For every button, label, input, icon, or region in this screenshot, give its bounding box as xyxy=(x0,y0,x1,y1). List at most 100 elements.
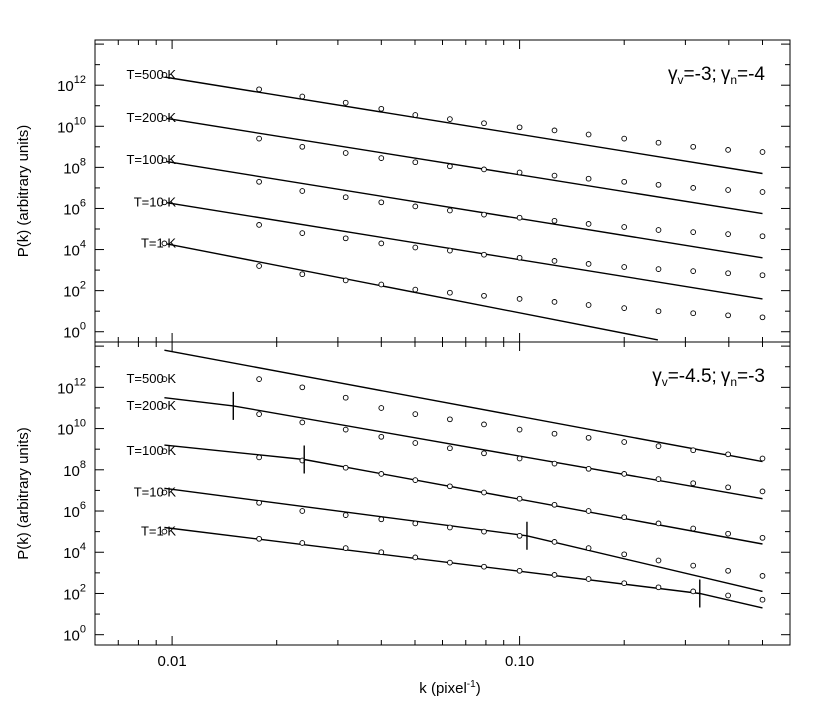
data-point xyxy=(585,508,592,514)
data-point xyxy=(299,540,306,546)
data-point xyxy=(759,488,766,495)
series-label: T=100 K xyxy=(126,443,176,458)
data-point xyxy=(690,185,697,191)
data-point xyxy=(481,563,487,570)
fit-line xyxy=(164,201,763,300)
series-label: T=500 K xyxy=(126,371,176,386)
data-point xyxy=(256,535,262,542)
data-point xyxy=(447,116,453,122)
data-point xyxy=(551,501,558,508)
data-point xyxy=(585,175,592,182)
data-point xyxy=(655,557,662,564)
data-point xyxy=(551,172,558,179)
data-point xyxy=(481,211,487,218)
data-point xyxy=(447,247,453,254)
data-point xyxy=(725,484,731,491)
data-point xyxy=(621,135,628,142)
data-point xyxy=(342,235,349,242)
data-point xyxy=(585,434,592,441)
data-point xyxy=(412,244,419,251)
data-point xyxy=(481,120,487,127)
data-point xyxy=(655,139,662,146)
data-point xyxy=(161,489,168,496)
series-t-10-k xyxy=(161,199,766,300)
series-t-1-k xyxy=(161,240,766,341)
series-label: T=200 K xyxy=(126,398,176,413)
data-point xyxy=(585,131,592,138)
data-point xyxy=(551,539,558,545)
data-point xyxy=(481,489,487,496)
data-point xyxy=(655,476,662,482)
data-point xyxy=(378,155,385,161)
x-tick-label: 0.10 xyxy=(505,653,534,670)
data-point xyxy=(725,231,731,237)
data-point xyxy=(690,525,697,532)
y-tick-label: 108 xyxy=(63,459,86,480)
data-point xyxy=(516,532,523,539)
data-point xyxy=(256,411,262,417)
plot-frame-top xyxy=(94,39,791,343)
data-point xyxy=(447,524,453,531)
data-point xyxy=(516,567,523,574)
data-point xyxy=(299,143,306,150)
panel-top: 100 102 104 106 108 1010 1012 P(k) (arbitrary u… xyxy=(15,39,791,343)
x-axis-labels: 0.01 0.10 xyxy=(157,653,534,670)
data-point xyxy=(516,254,523,261)
data-point xyxy=(621,305,628,311)
data-point xyxy=(759,233,766,240)
data-point xyxy=(690,310,697,317)
data-point xyxy=(759,534,766,541)
data-point xyxy=(342,545,349,551)
fit-line xyxy=(164,487,763,593)
y-tick-label: 108 xyxy=(63,156,86,177)
panel-bottom: 100 102 104 106 108 1010 1012 P(k) (arbitrary u… xyxy=(15,341,791,646)
data-point xyxy=(655,308,662,315)
fit-line xyxy=(164,444,763,545)
data-point xyxy=(342,194,349,201)
data-point xyxy=(621,514,628,521)
series-t-200-k xyxy=(161,115,766,215)
y-tick-label: 1010 xyxy=(57,418,86,439)
y-tick-label: 100 xyxy=(63,624,86,645)
data-point xyxy=(161,403,168,409)
data-point xyxy=(412,203,419,210)
data-point xyxy=(621,178,628,185)
data-point xyxy=(585,261,592,267)
series-t-500-k xyxy=(161,72,766,175)
y-tick-label: 102 xyxy=(63,582,86,603)
data-point xyxy=(551,217,558,224)
data-point xyxy=(516,214,523,221)
data-point xyxy=(725,592,731,599)
data-point xyxy=(585,576,592,582)
series-t-200-k xyxy=(161,391,766,500)
data-point xyxy=(759,272,766,279)
data-point xyxy=(299,384,306,391)
data-point xyxy=(342,464,349,471)
data-point xyxy=(299,271,306,278)
gamma-annotation: γv=-3; γn=-4 xyxy=(668,64,765,87)
data-point xyxy=(655,584,662,591)
data-point xyxy=(378,281,385,288)
data-point xyxy=(378,199,385,206)
data-point xyxy=(516,124,523,131)
data-point xyxy=(481,166,487,173)
data-point xyxy=(551,127,558,134)
series-t-100-k xyxy=(161,157,766,259)
data-point xyxy=(342,394,349,401)
data-point xyxy=(378,549,385,556)
data-point xyxy=(759,189,766,195)
series-label: T=500 K xyxy=(126,67,176,82)
y-axis-label: P(k) (arbitrary units) xyxy=(15,427,32,560)
data-point xyxy=(378,105,385,112)
data-point xyxy=(655,227,662,233)
data-point xyxy=(447,416,453,423)
fit-line xyxy=(164,76,763,175)
data-point xyxy=(725,270,731,277)
data-point xyxy=(551,572,558,578)
data-point xyxy=(412,112,419,118)
data-point xyxy=(412,554,419,561)
data-point xyxy=(412,520,419,527)
data-point xyxy=(161,115,168,121)
data-point xyxy=(655,520,662,527)
fit-line xyxy=(164,160,763,259)
